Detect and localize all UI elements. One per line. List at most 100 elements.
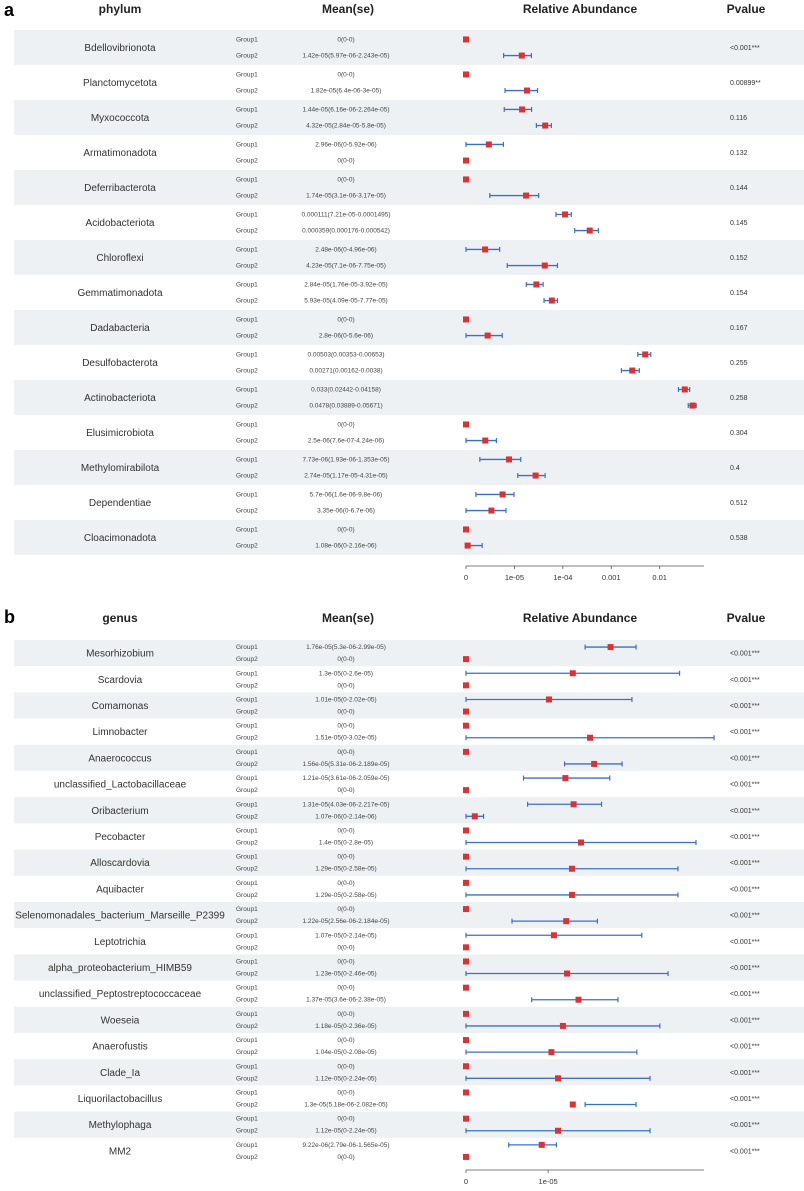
pvalue-text: <0.001*** <box>730 1148 760 1155</box>
mean-se-text: 1.31e-05(4.03e-06-2.217e-05) <box>302 801 389 808</box>
group-label: Group1 <box>236 491 258 498</box>
row-methylomirabilota: Methylomirabilota 0.4 Group1 7.73e-06(1.93e… <box>14 450 804 485</box>
row-band <box>14 692 804 719</box>
group-label: Group1 <box>236 696 258 703</box>
pvalue-text: <0.001*** <box>730 808 760 815</box>
mean-point <box>532 472 539 479</box>
row-band <box>14 380 804 415</box>
mean-se-text: 0.0478(0.03889-0.05671) <box>309 403 382 410</box>
taxon-name: Deferribacterota <box>84 183 156 194</box>
group-label: Group2 <box>236 656 258 663</box>
mean-point <box>471 813 478 820</box>
row-band <box>14 100 804 135</box>
mean-point <box>463 748 469 755</box>
panel-a-label: a <box>4 0 15 20</box>
group-label: Group1 <box>236 827 258 834</box>
group-label: Group1 <box>236 141 258 148</box>
mean-point <box>463 958 469 965</box>
pvalue-text: 0.255 <box>730 360 748 367</box>
taxon-name: Comamonas <box>92 701 149 712</box>
mean-point <box>482 246 489 253</box>
mean-point <box>575 996 582 1003</box>
mean-se-text: 1.74e-05(3.1e-06-3.17e-05) <box>306 193 386 200</box>
row-armatimonadota: Armatimonadota 0.132 Group1 2.96e-06(0-5.92… <box>83 141 748 165</box>
mean-point <box>463 36 469 43</box>
taxon-name: Aquibacter <box>96 884 144 895</box>
group-label: Group2 <box>236 228 258 235</box>
mean-point <box>524 87 531 94</box>
mean-point <box>548 297 555 304</box>
row-desulfobacterota: Desulfobacterota 0.255 Group1 0.00503(0.003… <box>82 351 748 375</box>
mean-se-text: 1.01e-05(0-2.02e-05) <box>315 696 376 703</box>
x-tick-label: 1e-04 <box>553 573 572 582</box>
row-comamonas: Comamonas <0.001*** Group1 1.01e-05(0-2.02e… <box>14 692 804 719</box>
row-band <box>14 1059 804 1086</box>
group-label: Group2 <box>236 53 258 60</box>
mean-se-text: 0.00271(0.00162-0.0038) <box>309 368 382 375</box>
mean-point <box>519 106 526 113</box>
row-band <box>14 797 804 824</box>
mean-point <box>463 682 469 689</box>
mean-point <box>681 386 688 393</box>
group-label: Group2 <box>236 682 258 689</box>
group-label: Group2 <box>236 158 258 165</box>
pvalue-text: <0.001*** <box>730 1096 760 1103</box>
group-label: Group2 <box>236 787 258 794</box>
mean-point <box>463 421 469 428</box>
mean-se-text: 1.76e-05(5.3e-06-2.99e-05) <box>306 644 386 651</box>
mean-se-text: 0.033(0.02442-0.04158) <box>311 386 381 393</box>
mean-point <box>629 367 636 374</box>
mean-point <box>562 775 569 782</box>
mean-point <box>463 853 469 860</box>
mean-se-text: 9.22e-06(2.79e-06-1.565e-05) <box>302 1142 389 1149</box>
group-label: Group1 <box>236 1116 258 1123</box>
mean-se-text: 1.51e-05(0-3.02e-05) <box>315 735 376 742</box>
pvalue-text: <0.001*** <box>730 677 760 684</box>
mean-point <box>464 542 471 549</box>
group-label: Group1 <box>236 421 258 428</box>
mean-point <box>559 1022 566 1029</box>
taxon-name: Acidobacteriota <box>86 218 155 229</box>
mean-se-text: 0(0-0) <box>337 709 354 716</box>
pvalue-text: <0.001*** <box>730 1017 760 1024</box>
mean-point <box>463 944 469 951</box>
taxon-name: Actinobacteriota <box>84 393 156 404</box>
taxon-name: unclassified_Lactobacillaceae <box>54 780 187 791</box>
pvalue-text: 0.167 <box>730 325 748 332</box>
mean-se-text: 0(0-0) <box>337 749 354 756</box>
group-label: Group2 <box>236 944 258 951</box>
mean-point <box>591 760 598 767</box>
row-methylophaga: Methylophaga <0.001*** Group1 0(0-0) Group2 1… <box>14 1111 804 1138</box>
mean-se-text: 0(0-0) <box>337 682 354 689</box>
column-header-relative-abundance: Relative Abundance <box>523 611 638 625</box>
pvalue-text: <0.001*** <box>730 1070 760 1077</box>
group-label: Group2 <box>236 1023 258 1030</box>
group-label: Group1 <box>236 958 258 965</box>
mean-point <box>463 906 469 913</box>
mean-se-text: 0(0-0) <box>337 176 354 183</box>
taxon-name: Anaerococcus <box>88 753 151 764</box>
taxon-name: Limnobacter <box>92 727 148 738</box>
mean-se-text: 0(0-0) <box>337 316 354 323</box>
x-tick-label: 0 <box>464 573 468 582</box>
column-header-pvalue: Pvalue <box>727 611 766 625</box>
mean-point <box>463 316 469 323</box>
pvalue-text: <0.001*** <box>730 886 760 893</box>
pvalue-text: <0.001*** <box>730 991 760 998</box>
mean-se-text: 0(0-0) <box>337 421 354 428</box>
mean-se-text: 1.42e-05(5.97e-06-2.243e-05) <box>302 53 389 60</box>
pvalue-text: <0.001*** <box>730 860 760 867</box>
group-label: Group2 <box>236 473 258 480</box>
group-label: Group2 <box>236 840 258 847</box>
row-bdellovibrionota: Bdellovibrionota <0.001*** Group1 0(0-0) Gro… <box>14 30 804 65</box>
mean-se-text: 2.96e-06(0-5.92e-06) <box>315 141 376 148</box>
mean-se-text: 2.48e-06(0-4.96e-06) <box>315 246 376 253</box>
row-acidobacteriota: Acidobacteriota 0.145 Group1 0.000111(7.21e… <box>86 211 748 235</box>
mean-se-text: 1.4e-05(0-2.8e-05) <box>319 840 373 847</box>
mean-se-text: 1.29e-05(0-2.58e-05) <box>315 892 376 899</box>
x-tick-label: 1e-05 <box>539 1177 558 1186</box>
row-clade-ia: Clade_Ia <0.001*** Group1 0(0-0) Group2 1.12e… <box>14 1059 804 1086</box>
row-anaerococcus: Anaerococcus <0.001*** Group1 0(0-0) Group2 1… <box>14 744 804 771</box>
group-label: Group1 <box>236 1011 258 1018</box>
